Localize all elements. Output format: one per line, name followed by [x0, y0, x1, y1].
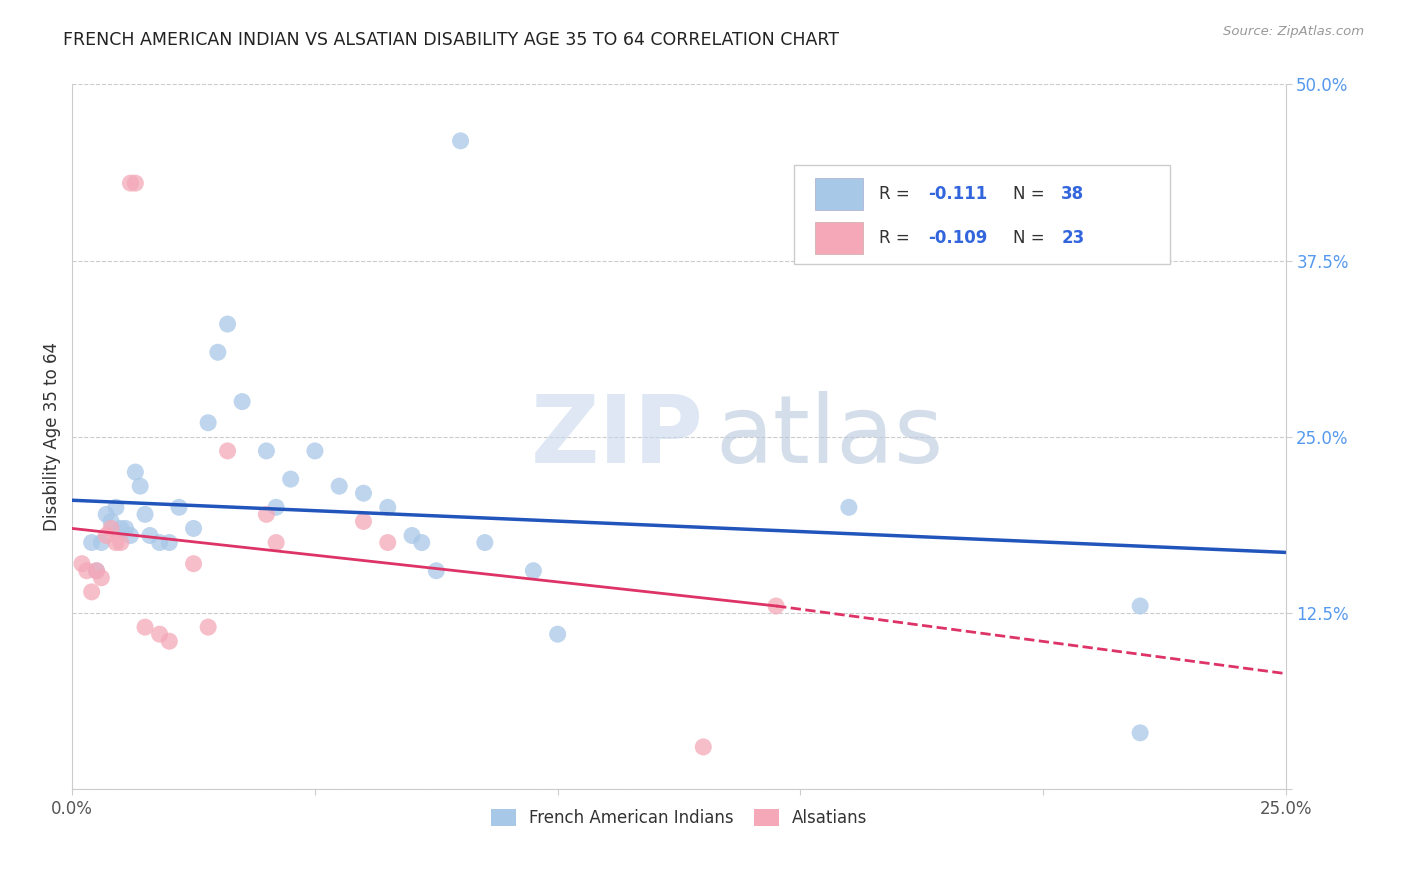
Point: [197, 416, 219, 430]
Text: ZIP: ZIP: [530, 391, 703, 483]
Legend: French American Indians, Alsatians: French American Indians, Alsatians: [484, 802, 875, 834]
Point: [353, 486, 375, 500]
Point: [76, 564, 98, 578]
Point: [104, 535, 127, 549]
Text: R =: R =: [879, 228, 915, 247]
Point: [110, 535, 132, 549]
Point: [765, 599, 787, 613]
Point: [134, 620, 156, 634]
Point: [124, 176, 146, 190]
Point: [1129, 726, 1152, 740]
FancyBboxPatch shape: [815, 178, 863, 211]
Point: [183, 557, 205, 571]
Point: [231, 394, 253, 409]
Point: [377, 500, 399, 515]
Text: -0.111: -0.111: [928, 186, 987, 203]
Point: [157, 535, 180, 549]
Point: [377, 535, 399, 549]
Point: [304, 444, 326, 458]
Point: [114, 521, 136, 535]
Point: [157, 634, 180, 648]
Point: [86, 564, 108, 578]
Point: [149, 535, 172, 549]
Point: [411, 535, 433, 549]
Y-axis label: Disability Age 35 to 64: Disability Age 35 to 64: [44, 343, 60, 532]
Text: atlas: atlas: [716, 391, 943, 483]
FancyBboxPatch shape: [815, 222, 863, 253]
Point: [264, 500, 287, 515]
Point: [129, 479, 152, 493]
Text: Source: ZipAtlas.com: Source: ZipAtlas.com: [1223, 25, 1364, 38]
Point: [86, 564, 108, 578]
Point: [139, 528, 162, 542]
Point: [254, 508, 277, 522]
Point: [80, 535, 103, 549]
FancyBboxPatch shape: [794, 166, 1170, 264]
Point: [692, 739, 714, 754]
Point: [124, 465, 146, 479]
Point: [104, 500, 127, 515]
Text: N =: N =: [1012, 228, 1050, 247]
Point: [100, 521, 122, 535]
Point: [167, 500, 190, 515]
Text: 23: 23: [1062, 228, 1084, 247]
Text: R =: R =: [879, 186, 915, 203]
Point: [280, 472, 302, 486]
Point: [353, 515, 375, 529]
Point: [120, 528, 142, 542]
Point: [547, 627, 569, 641]
Point: [264, 535, 287, 549]
Point: [96, 508, 118, 522]
Text: 38: 38: [1062, 186, 1084, 203]
Point: [217, 444, 239, 458]
Point: [90, 535, 112, 549]
Point: [90, 571, 112, 585]
Point: [110, 521, 132, 535]
Text: -0.109: -0.109: [928, 228, 987, 247]
Point: [401, 528, 423, 542]
Point: [134, 508, 156, 522]
Point: [450, 134, 472, 148]
Point: [1129, 599, 1152, 613]
Point: [80, 585, 103, 599]
Point: [425, 564, 447, 578]
Point: [254, 444, 277, 458]
Point: [183, 521, 205, 535]
Point: [474, 535, 496, 549]
Text: N =: N =: [1012, 186, 1050, 203]
Point: [217, 317, 239, 331]
Point: [70, 557, 93, 571]
Point: [197, 620, 219, 634]
Point: [838, 500, 860, 515]
Text: FRENCH AMERICAN INDIAN VS ALSATIAN DISABILITY AGE 35 TO 64 CORRELATION CHART: FRENCH AMERICAN INDIAN VS ALSATIAN DISAB…: [63, 31, 839, 49]
Point: [96, 528, 118, 542]
Point: [149, 627, 172, 641]
Point: [120, 176, 142, 190]
Point: [522, 564, 544, 578]
Point: [100, 515, 122, 529]
Point: [328, 479, 350, 493]
Point: [207, 345, 229, 359]
